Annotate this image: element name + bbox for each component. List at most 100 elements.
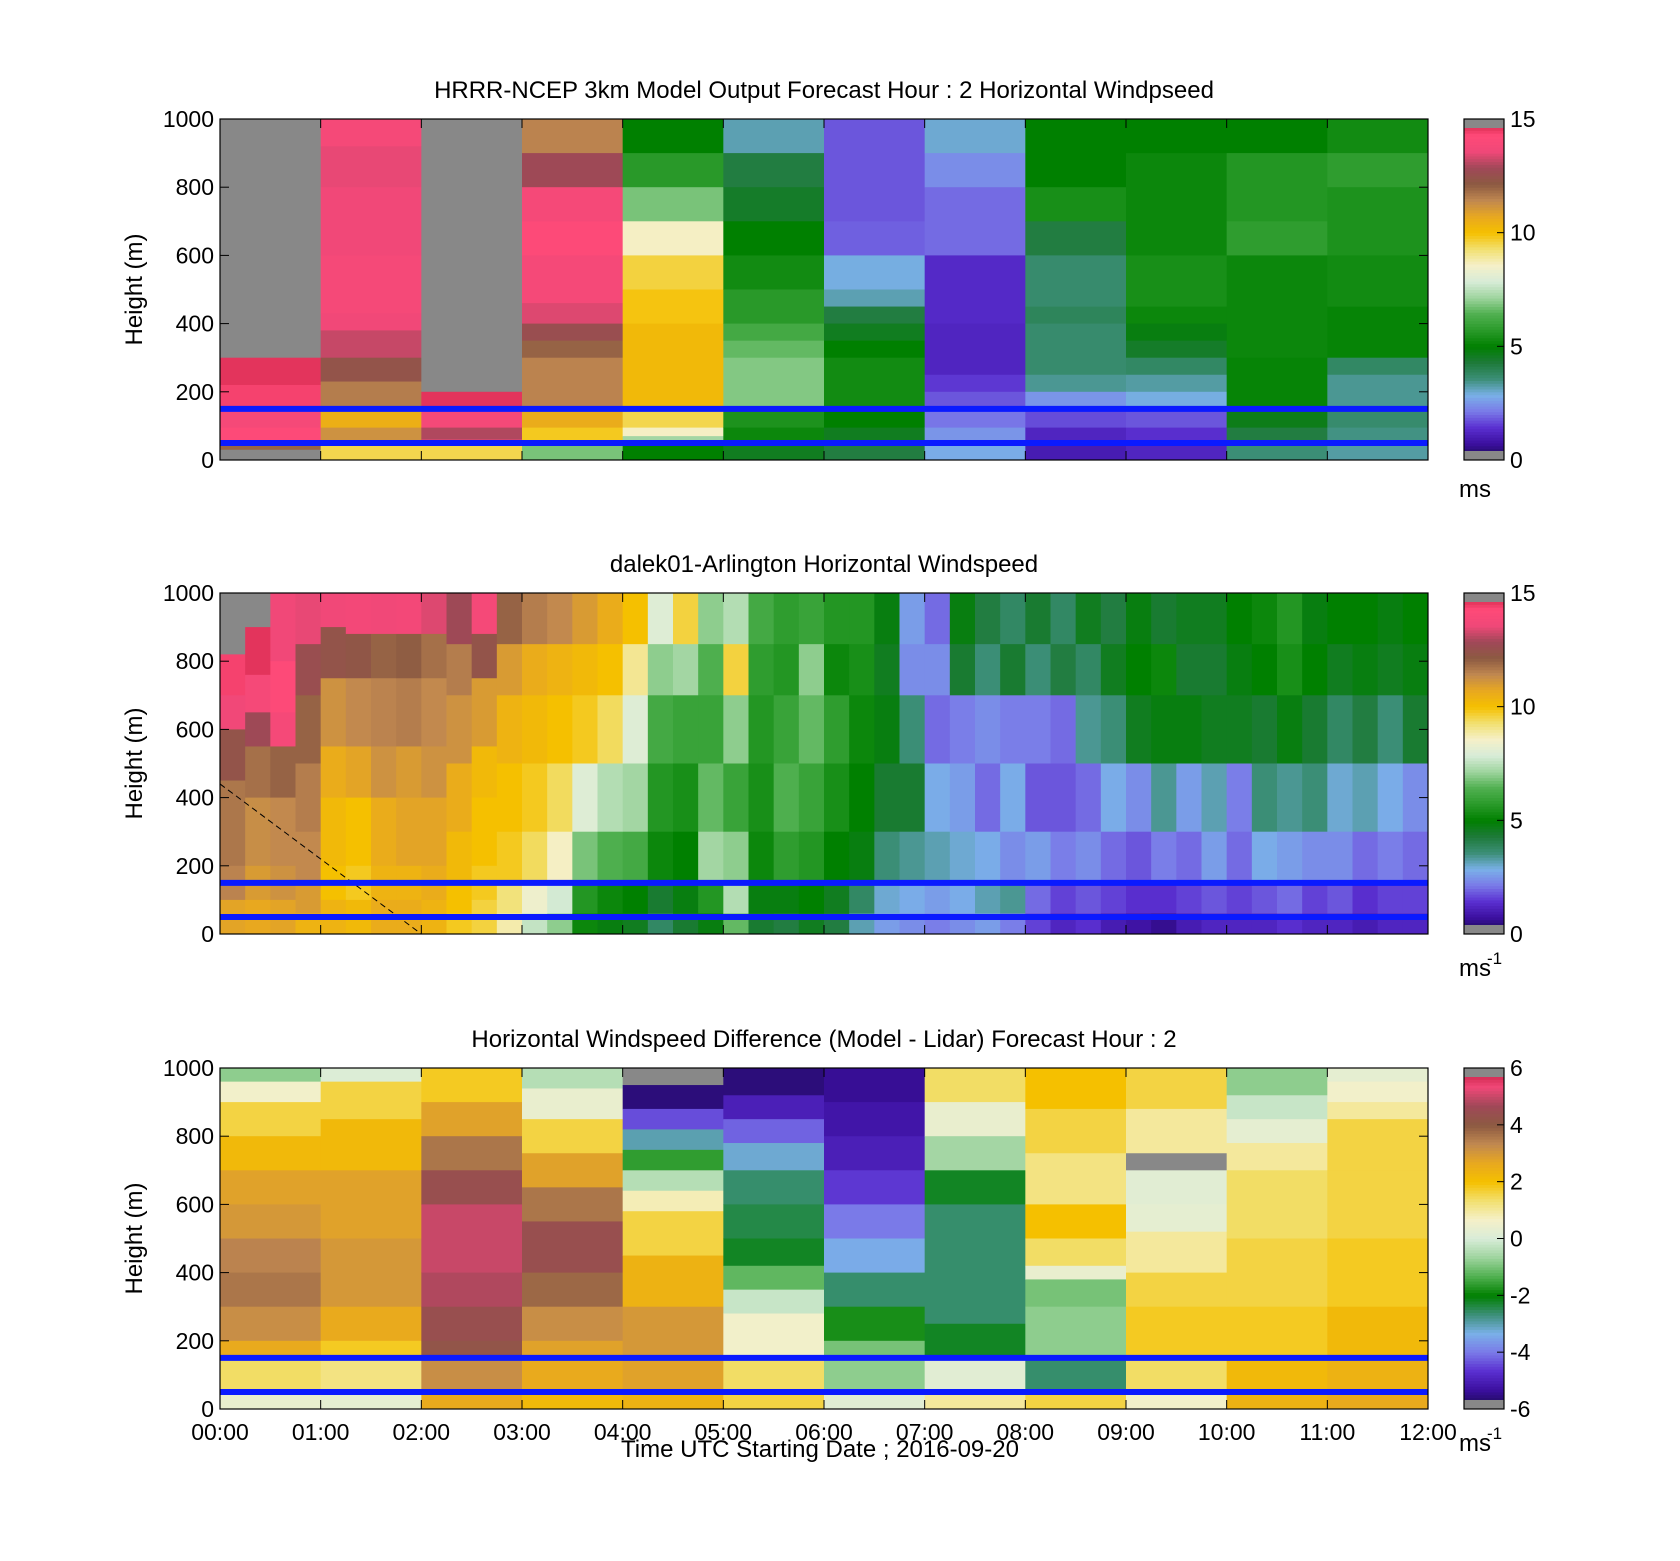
colorbar-band (1464, 377, 1504, 381)
colorbar-band (1464, 320, 1504, 325)
heatmap-cell (824, 408, 926, 428)
colorbar-band (1464, 303, 1504, 308)
heatmap-cell (673, 882, 699, 914)
colorbar-band (1464, 689, 1504, 693)
colorbar-band (1464, 803, 1504, 807)
heatmap-cell (824, 444, 926, 461)
heatmap-cell (698, 644, 724, 696)
heatmap-cell (1126, 1272, 1228, 1308)
y-tick-label: 400 (176, 1260, 214, 1286)
heatmap-cell (949, 644, 976, 696)
heatmap-cell (1025, 763, 1051, 833)
colorbar-band (1464, 1244, 1504, 1248)
colorbar-band (1464, 178, 1504, 183)
heatmap-cell (622, 444, 724, 461)
heatmap-cell (673, 695, 699, 764)
heatmap-cells (220, 593, 1429, 935)
heatmap-cell (849, 593, 875, 645)
heatmap-cell (1126, 255, 1228, 307)
heatmap-cell (849, 882, 875, 914)
heatmap-cell (522, 1357, 624, 1393)
colorbar-band (1464, 357, 1504, 362)
colorbar-band (1464, 434, 1504, 438)
heatmap-cell (1126, 340, 1228, 359)
colorbar-band (1464, 837, 1504, 841)
colorbar-band (1464, 354, 1504, 359)
y-tick-label: 0 (201, 447, 214, 473)
colorbar-band (1464, 127, 1504, 131)
colorbar-band (1464, 1227, 1504, 1231)
heatmap-cell (1226, 357, 1328, 410)
colorbar-unit-label: ms (1459, 476, 1491, 503)
colorbar-band (1464, 414, 1504, 418)
colorbar-band (1464, 669, 1504, 674)
heatmap-cell (1327, 306, 1429, 359)
heatmap-cell (1327, 1081, 1429, 1103)
colorbar-band (1464, 315, 1504, 319)
colorbar-band (1464, 1093, 1504, 1097)
heatmap-cell (1025, 1357, 1127, 1393)
colorbar-band (1464, 894, 1504, 898)
heatmap-cell (949, 763, 976, 833)
colorbar-band (1464, 207, 1504, 211)
heatmap-cell (522, 340, 624, 359)
colorbar-band (1464, 1286, 1504, 1291)
heatmap-cell (1327, 374, 1429, 410)
heatmap-cell (421, 1102, 523, 1137)
colorbar-band (1464, 1113, 1504, 1117)
heatmap-cell (270, 746, 296, 798)
colorbar-band (1464, 632, 1504, 637)
colorbar-band (1464, 229, 1504, 234)
heatmap-cell (1302, 644, 1328, 696)
heatmap-cell (622, 1391, 724, 1410)
colorbar-band (1464, 860, 1504, 864)
colorbar-band (1464, 334, 1504, 339)
colorbar-band (1464, 1099, 1504, 1103)
heatmap-cell (446, 593, 473, 645)
heatmap-cell (723, 695, 749, 764)
colorbar-tick-label: 15 (1510, 106, 1536, 132)
heatmap-cell (1000, 695, 1026, 764)
heatmap-cell (1126, 408, 1228, 428)
colorbar-band (1464, 840, 1504, 844)
heatmap-cell (245, 593, 271, 628)
heatmap-cell (824, 695, 850, 764)
heatmap-cell (522, 1221, 624, 1273)
heatmap-cell (320, 797, 347, 867)
colorbar: -6 -4 -2 0 2 4 6 ms-1 (1459, 1055, 1531, 1457)
heatmap-cell (1251, 831, 1278, 884)
heatmap-cell (320, 627, 347, 679)
colorbar-band (1464, 769, 1504, 773)
heatmap-cell (547, 593, 573, 645)
colorbar-band (1464, 1110, 1504, 1114)
colorbar-band (1464, 649, 1504, 654)
colorbar-band (1464, 629, 1504, 634)
colorbar-band (1464, 646, 1504, 651)
colorbar-band (1464, 175, 1504, 180)
colorbar-band (1464, 880, 1504, 884)
heatmap-cell (1327, 763, 1353, 833)
heatmap-cell (1251, 763, 1278, 833)
heatmap-cell (496, 763, 523, 833)
colorbar-band (1464, 326, 1504, 330)
colorbar-band (1464, 749, 1504, 753)
heatmap-cell (496, 593, 523, 645)
colorbar-under-cap (1464, 451, 1504, 460)
heatmap-cell (1352, 593, 1379, 645)
heatmap-cell (849, 831, 875, 884)
heatmap-cell (622, 1108, 724, 1130)
colorbar-band (1464, 1201, 1504, 1205)
heatmap-cell (1327, 153, 1429, 188)
heatmap-cell (1226, 153, 1328, 222)
colorbar-tick-label: 0 (1510, 921, 1523, 947)
heatmap-cell (522, 187, 624, 222)
heatmap-cell (220, 1238, 322, 1273)
colorbar-band (1464, 729, 1504, 733)
colorbar-band (1464, 397, 1504, 401)
colorbar-band (1464, 1241, 1504, 1245)
heatmap-cell (1302, 593, 1328, 645)
heatmap-cell (220, 1170, 322, 1205)
heatmap-cell (1100, 593, 1127, 645)
heatmap-cell (320, 255, 422, 314)
heatmap-cell (798, 763, 825, 833)
